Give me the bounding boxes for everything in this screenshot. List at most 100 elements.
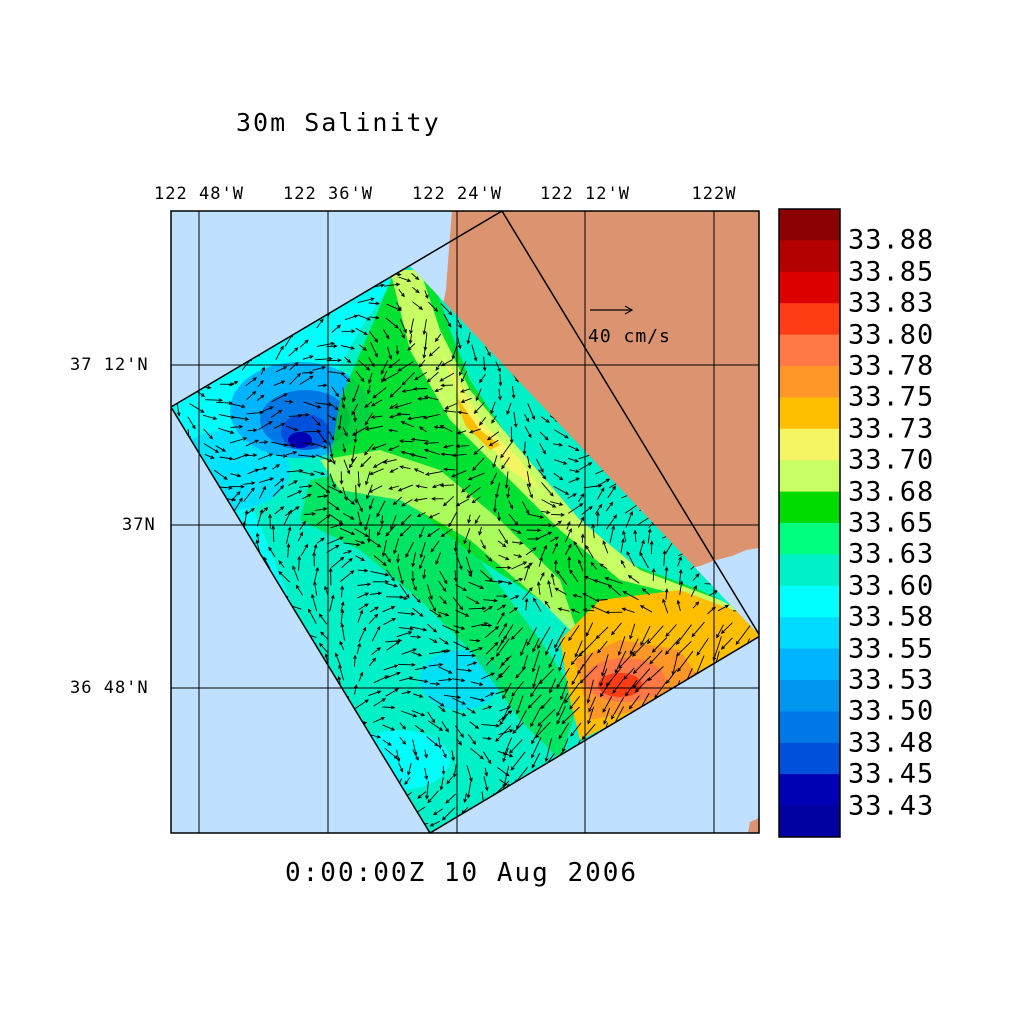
velocity-vector [328,402,339,411]
velocity-vector [525,547,537,556]
velocity-vector [570,608,580,614]
velocity-vector [498,622,508,637]
velocity-vector [466,781,472,799]
velocity-vector [716,624,724,639]
velocity-vector [498,388,502,401]
velocity-vector [340,570,355,582]
velocity-vector [717,604,730,612]
velocity-vector [496,638,510,657]
velocity-vector [439,637,449,645]
colorbar-swatch [779,680,840,712]
colorbar-swatch [779,334,840,367]
velocity-vector [342,513,355,520]
velocity-vector [552,542,558,554]
velocity-vector [412,582,417,592]
colorbar-label: 33.83 [848,287,935,319]
velocity-vector [556,569,568,586]
velocity-vector [344,495,356,505]
velocity-vector [495,688,510,695]
velocity-vector [496,594,508,599]
velocity-vector [578,559,584,572]
velocity-vector [351,425,369,436]
velocity-vector [439,570,448,585]
velocity-vector [486,431,500,441]
velocity-vector [401,648,417,655]
velocity-vector [258,420,273,430]
velocity-vector [289,372,302,385]
velocity-vector [271,393,288,403]
velocity-vector [441,648,451,653]
velocity-vector [495,361,501,373]
velocity-vector [460,370,468,383]
velocity-vector [459,360,467,377]
velocity-vector [312,551,316,567]
velocity-vector [355,540,366,545]
velocity-vector [494,482,500,499]
velocity-vector [511,681,524,697]
velocity-vector [340,622,345,641]
velocity-vector [439,483,455,488]
velocity-vector [509,426,514,444]
velocity-vector [382,459,397,464]
velocity-vector [523,564,531,581]
velocity-vector [408,333,413,345]
velocity-vector [410,437,429,442]
velocity-vector [664,566,669,583]
velocity-vector [558,722,570,740]
velocity-vector [412,301,424,311]
velocity-vector [368,613,379,624]
velocity-vector [463,528,471,545]
velocity-vector [427,711,436,724]
velocity-vector [428,695,445,707]
velocity-vector [490,472,498,486]
velocity-vector [416,512,426,517]
velocity-vector [398,626,414,631]
velocity-vector [439,595,447,605]
velocity-vector [343,549,353,554]
velocity-vector [353,654,357,667]
velocity-vector [491,415,497,424]
velocity-vector [439,777,444,791]
colorbar-swatch [779,209,840,241]
velocity-vector [426,528,440,538]
velocity-vector [284,443,296,448]
velocity-vector [522,441,527,456]
velocity-vector [550,536,559,542]
velocity-vector [256,394,265,401]
velocity-vector [372,579,390,584]
velocity-vector [585,622,594,637]
velocity-vector [370,570,390,577]
velocity-vector [427,596,436,613]
velocity-vector [665,637,681,655]
velocity-vector [467,514,472,524]
velocity-vector [414,666,428,671]
velocity-vector [452,596,464,611]
velocity-vector [399,676,414,682]
colorbar-label: 33.43 [848,790,935,822]
velocity-vector [301,493,312,500]
velocity-vector [568,625,580,642]
velocity-vector [357,592,370,599]
velocity-vector [602,540,609,554]
velocity-vector [692,573,700,581]
velocity-vector [399,722,407,730]
velocity-vector [230,424,244,429]
velocity-vector [189,403,205,413]
velocity-vector [385,317,399,329]
colorbar-swatch [779,523,840,555]
velocity-vector [411,571,416,583]
velocity-vector [634,677,650,693]
velocity-vector [395,345,400,356]
velocity-vector [469,721,480,730]
velocity-vector [457,653,477,658]
velocity-vector [438,737,442,750]
velocity-vector [564,682,580,704]
velocity-vector [275,366,288,373]
velocity-vector [484,625,500,639]
timestamp: 0:00:00Z 10 Aug 2006 [285,858,639,888]
velocity-vector [412,693,424,698]
velocity-vector [297,531,303,542]
velocity-vector [720,637,733,650]
velocity-vector [510,627,524,641]
velocity-vector [555,636,565,653]
